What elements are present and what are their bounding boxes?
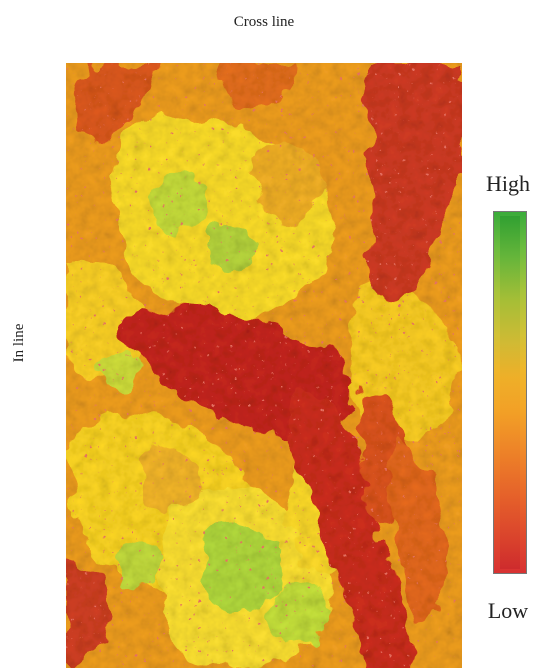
attribute-map-image xyxy=(66,63,462,668)
in-line-label: In line xyxy=(11,323,27,363)
cross-line-label: Cross line xyxy=(233,14,295,30)
map-texture-overlay xyxy=(66,63,462,668)
attribute-map-svg xyxy=(66,63,462,668)
colorbar-gradient xyxy=(500,216,520,569)
map-base-layer xyxy=(66,63,462,668)
legend-high-label: High xyxy=(486,171,530,196)
colorbar xyxy=(493,211,527,574)
legend-low-label: Low xyxy=(487,598,529,623)
